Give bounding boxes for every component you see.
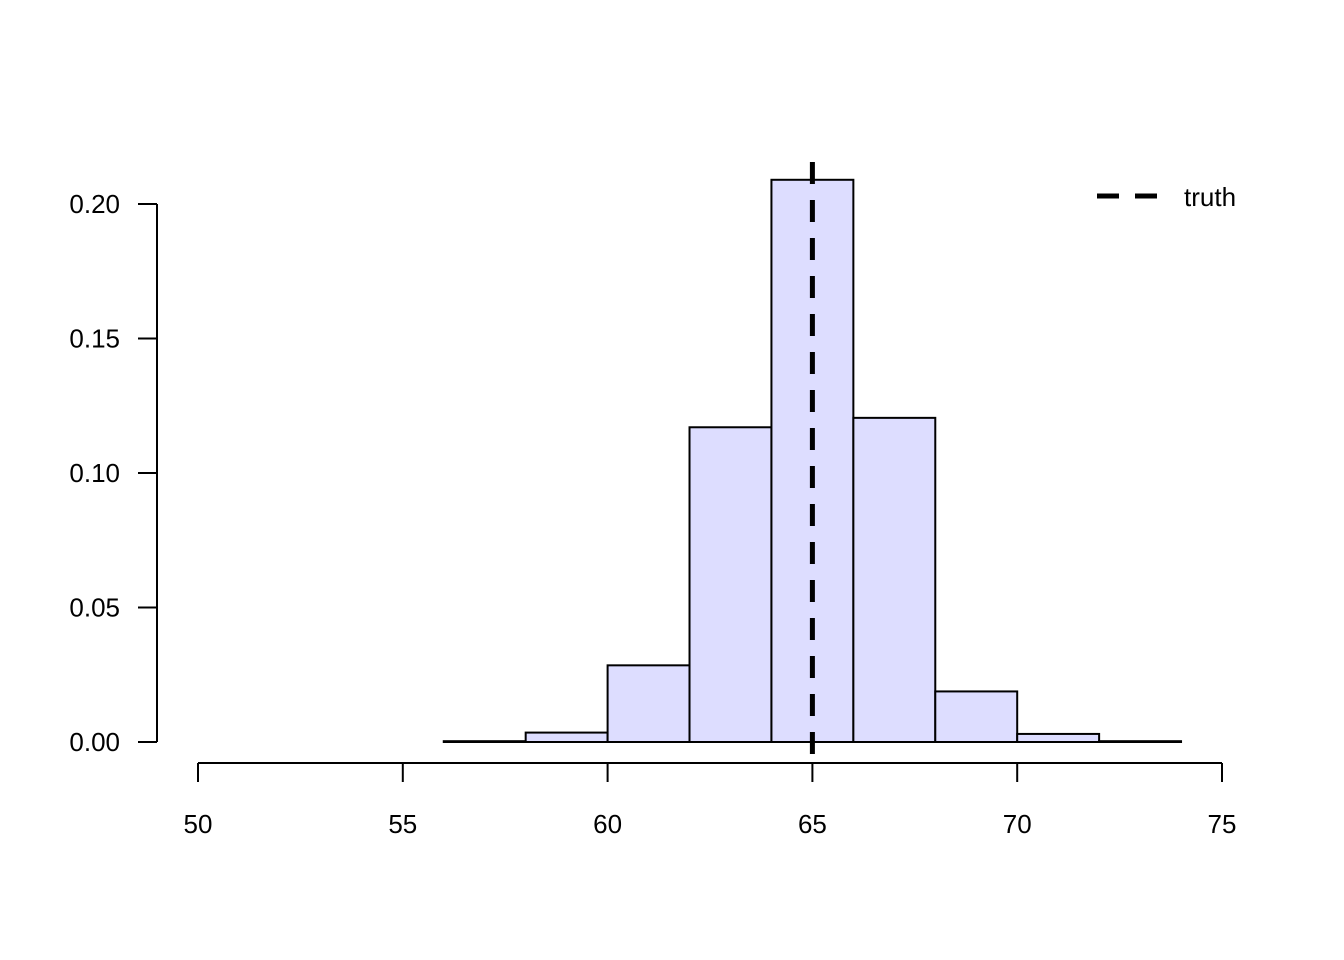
x-tick-label: 50: [184, 809, 213, 839]
legend-label-truth: truth: [1184, 182, 1236, 212]
histogram-bar: [606, 664, 691, 744]
histogram-bar: [934, 690, 1019, 743]
y-tick-label: 0.00: [69, 727, 120, 757]
histogram-bar: [1016, 732, 1101, 743]
y-tick-label: 0.15: [69, 324, 120, 354]
histogram-bar: [524, 731, 609, 744]
histogram-bar: [852, 416, 937, 743]
x-tick-label: 65: [798, 809, 827, 839]
x-tick-label: 60: [593, 809, 622, 839]
histogram-bar: [688, 426, 773, 743]
y-tick-label: 0.10: [69, 458, 120, 488]
x-tick-label: 55: [388, 809, 417, 839]
x-tick-label: 75: [1208, 809, 1237, 839]
legend: truth: [1097, 182, 1236, 212]
y-tick-label: 0.05: [69, 593, 120, 623]
histogram-bar: [1098, 740, 1183, 743]
x-axis: 50 55 60 65 70 75: [184, 762, 1237, 839]
x-tick-label: 70: [1003, 809, 1032, 839]
histogram-bar: [442, 740, 527, 743]
histogram-bar: [770, 178, 855, 744]
y-tick-label: 0.20: [69, 189, 120, 219]
y-axis: 0.00 0.05 0.10 0.15 0.20: [69, 189, 158, 757]
